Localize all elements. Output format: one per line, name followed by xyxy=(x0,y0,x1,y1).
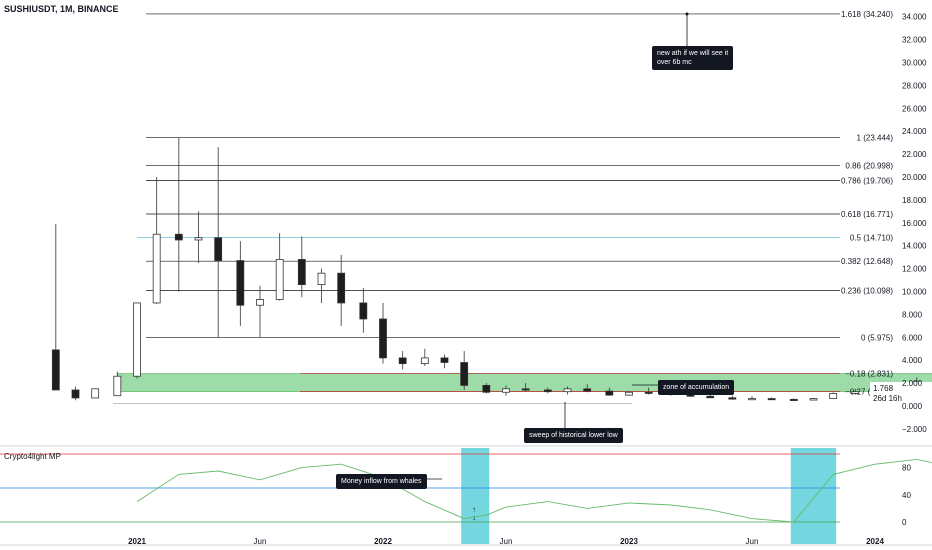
candle-body xyxy=(625,391,633,396)
candle-body xyxy=(728,397,737,400)
candle-body xyxy=(194,237,203,241)
zone-accumulation-note: zone of accumulation xyxy=(658,380,735,395)
price-badge-value: 1.768 xyxy=(873,384,894,393)
osc-tick-label: 80 xyxy=(902,464,911,473)
fib-label-0.382: 0.382 (12.648) xyxy=(841,257,893,266)
candle-body xyxy=(214,237,223,261)
candle-body xyxy=(543,389,552,393)
candle-body xyxy=(563,388,572,393)
y-tick-label: 4.000 xyxy=(902,356,923,365)
candle-body xyxy=(420,357,429,365)
x-tick-label: 2024 xyxy=(866,537,884,546)
candle-body xyxy=(829,393,838,399)
lower-low-note: sweep of historical lower low xyxy=(524,428,623,443)
candle-body xyxy=(236,260,245,306)
candle-body xyxy=(359,302,368,320)
fib-label-0.86: 0.86 (20.998) xyxy=(845,162,893,171)
down-marker: ↓ xyxy=(472,513,476,522)
fib-label-1: 1 (23.444) xyxy=(857,134,894,143)
y-tick-label: 22.000 xyxy=(902,150,927,159)
candle-body xyxy=(398,357,407,365)
ath-note-line-2: over 6b mc xyxy=(657,59,692,66)
candle-body xyxy=(174,233,183,241)
fib-label-0.786: 0.786 (19.706) xyxy=(841,176,893,185)
candle-body xyxy=(440,357,449,363)
y-tick-label: 16.000 xyxy=(902,219,927,228)
candle-body xyxy=(379,318,387,359)
y-tick-label: 26.000 xyxy=(902,104,927,113)
candle-body xyxy=(113,375,122,397)
osc-tick-label: 0 xyxy=(902,518,907,527)
candle-body xyxy=(460,362,469,386)
ath-note-line-1: new ath if we will see it xyxy=(657,50,729,57)
y-tick-label: −2.000 xyxy=(902,425,927,434)
candle-body xyxy=(91,388,100,399)
candle-body xyxy=(275,259,284,300)
x-tick-label: Jun xyxy=(254,537,267,546)
whale-inflow-band xyxy=(461,448,490,544)
fib-label--0.18: −0.18 (2.831) xyxy=(845,370,893,379)
fib-label-0: 0 (5.975) xyxy=(861,334,893,343)
candle-body xyxy=(256,299,264,306)
x-tick-label: Jun xyxy=(500,537,513,546)
candle-body xyxy=(482,384,491,393)
y-tick-label: 30.000 xyxy=(902,59,927,68)
ath-note: new ath if we will see it over 6b mc xyxy=(652,46,734,70)
candle-body xyxy=(644,391,653,394)
candle-body xyxy=(297,259,306,286)
y-tick-label: 24.000 xyxy=(902,127,927,136)
candle-body xyxy=(748,398,756,401)
y-tick-label: 20.000 xyxy=(902,173,927,182)
y-tick-label: 14.000 xyxy=(902,242,927,251)
y-tick-label: 34.000 xyxy=(902,13,927,22)
x-tick-label: 2023 xyxy=(620,537,638,546)
y-tick-label: 6.000 xyxy=(902,333,923,342)
fib-label-0.618: 0.618 (16.771) xyxy=(841,210,893,219)
candle-body xyxy=(152,233,161,304)
candle-body xyxy=(521,388,530,391)
candle-body xyxy=(133,302,141,377)
candle-body xyxy=(809,398,818,401)
candle-body xyxy=(583,388,592,392)
candle-body xyxy=(502,388,510,393)
osc-tick-label: 40 xyxy=(902,491,911,500)
osc-line xyxy=(136,458,932,523)
y-tick-label: 12.000 xyxy=(902,265,927,274)
candle-body xyxy=(71,389,80,399)
price-badge-countdown: 26d 16h xyxy=(873,394,902,403)
money-inflow-note: Money inflow from whales xyxy=(336,474,427,489)
candle-body xyxy=(789,398,798,401)
y-tick-label: 32.000 xyxy=(902,36,927,45)
price-badge-bg xyxy=(870,382,932,404)
y-tick-label: 18.000 xyxy=(902,196,927,205)
chart-title: SUSHIUSDT, 1M, BINANCE xyxy=(4,4,119,14)
fib-label-0.5: 0.5 (14.710) xyxy=(850,234,893,243)
candle-body xyxy=(51,349,60,391)
whale-inflow-band xyxy=(790,448,837,544)
candle-body xyxy=(767,398,776,401)
candle-body xyxy=(337,272,346,304)
fib-label-1.618: 1.618 (34.240) xyxy=(841,10,893,19)
y-tick-label: 28.000 xyxy=(902,81,927,90)
fib-label-0.236: 0.236 (10.098) xyxy=(841,286,893,295)
x-tick-label: Jun xyxy=(746,537,759,546)
candle-body xyxy=(605,390,614,396)
candle-body xyxy=(317,272,326,286)
ath-pointer-dot xyxy=(685,12,689,16)
y-tick-label: 0.000 xyxy=(902,402,923,411)
x-tick-label: 2022 xyxy=(374,537,392,546)
candle-body xyxy=(851,391,860,394)
fib-label--0.27: −0.27 (1.258) xyxy=(845,388,893,397)
x-tick-label: 2021 xyxy=(128,537,146,546)
y-tick-label: 8.000 xyxy=(902,310,923,319)
up-marker: ↑ xyxy=(472,505,476,514)
candle-body xyxy=(706,395,715,399)
y-tick-label: 2.000 xyxy=(902,379,923,388)
y-tick-label: 10.000 xyxy=(902,288,927,297)
indicator-title: Crypto4light MP xyxy=(4,452,61,461)
